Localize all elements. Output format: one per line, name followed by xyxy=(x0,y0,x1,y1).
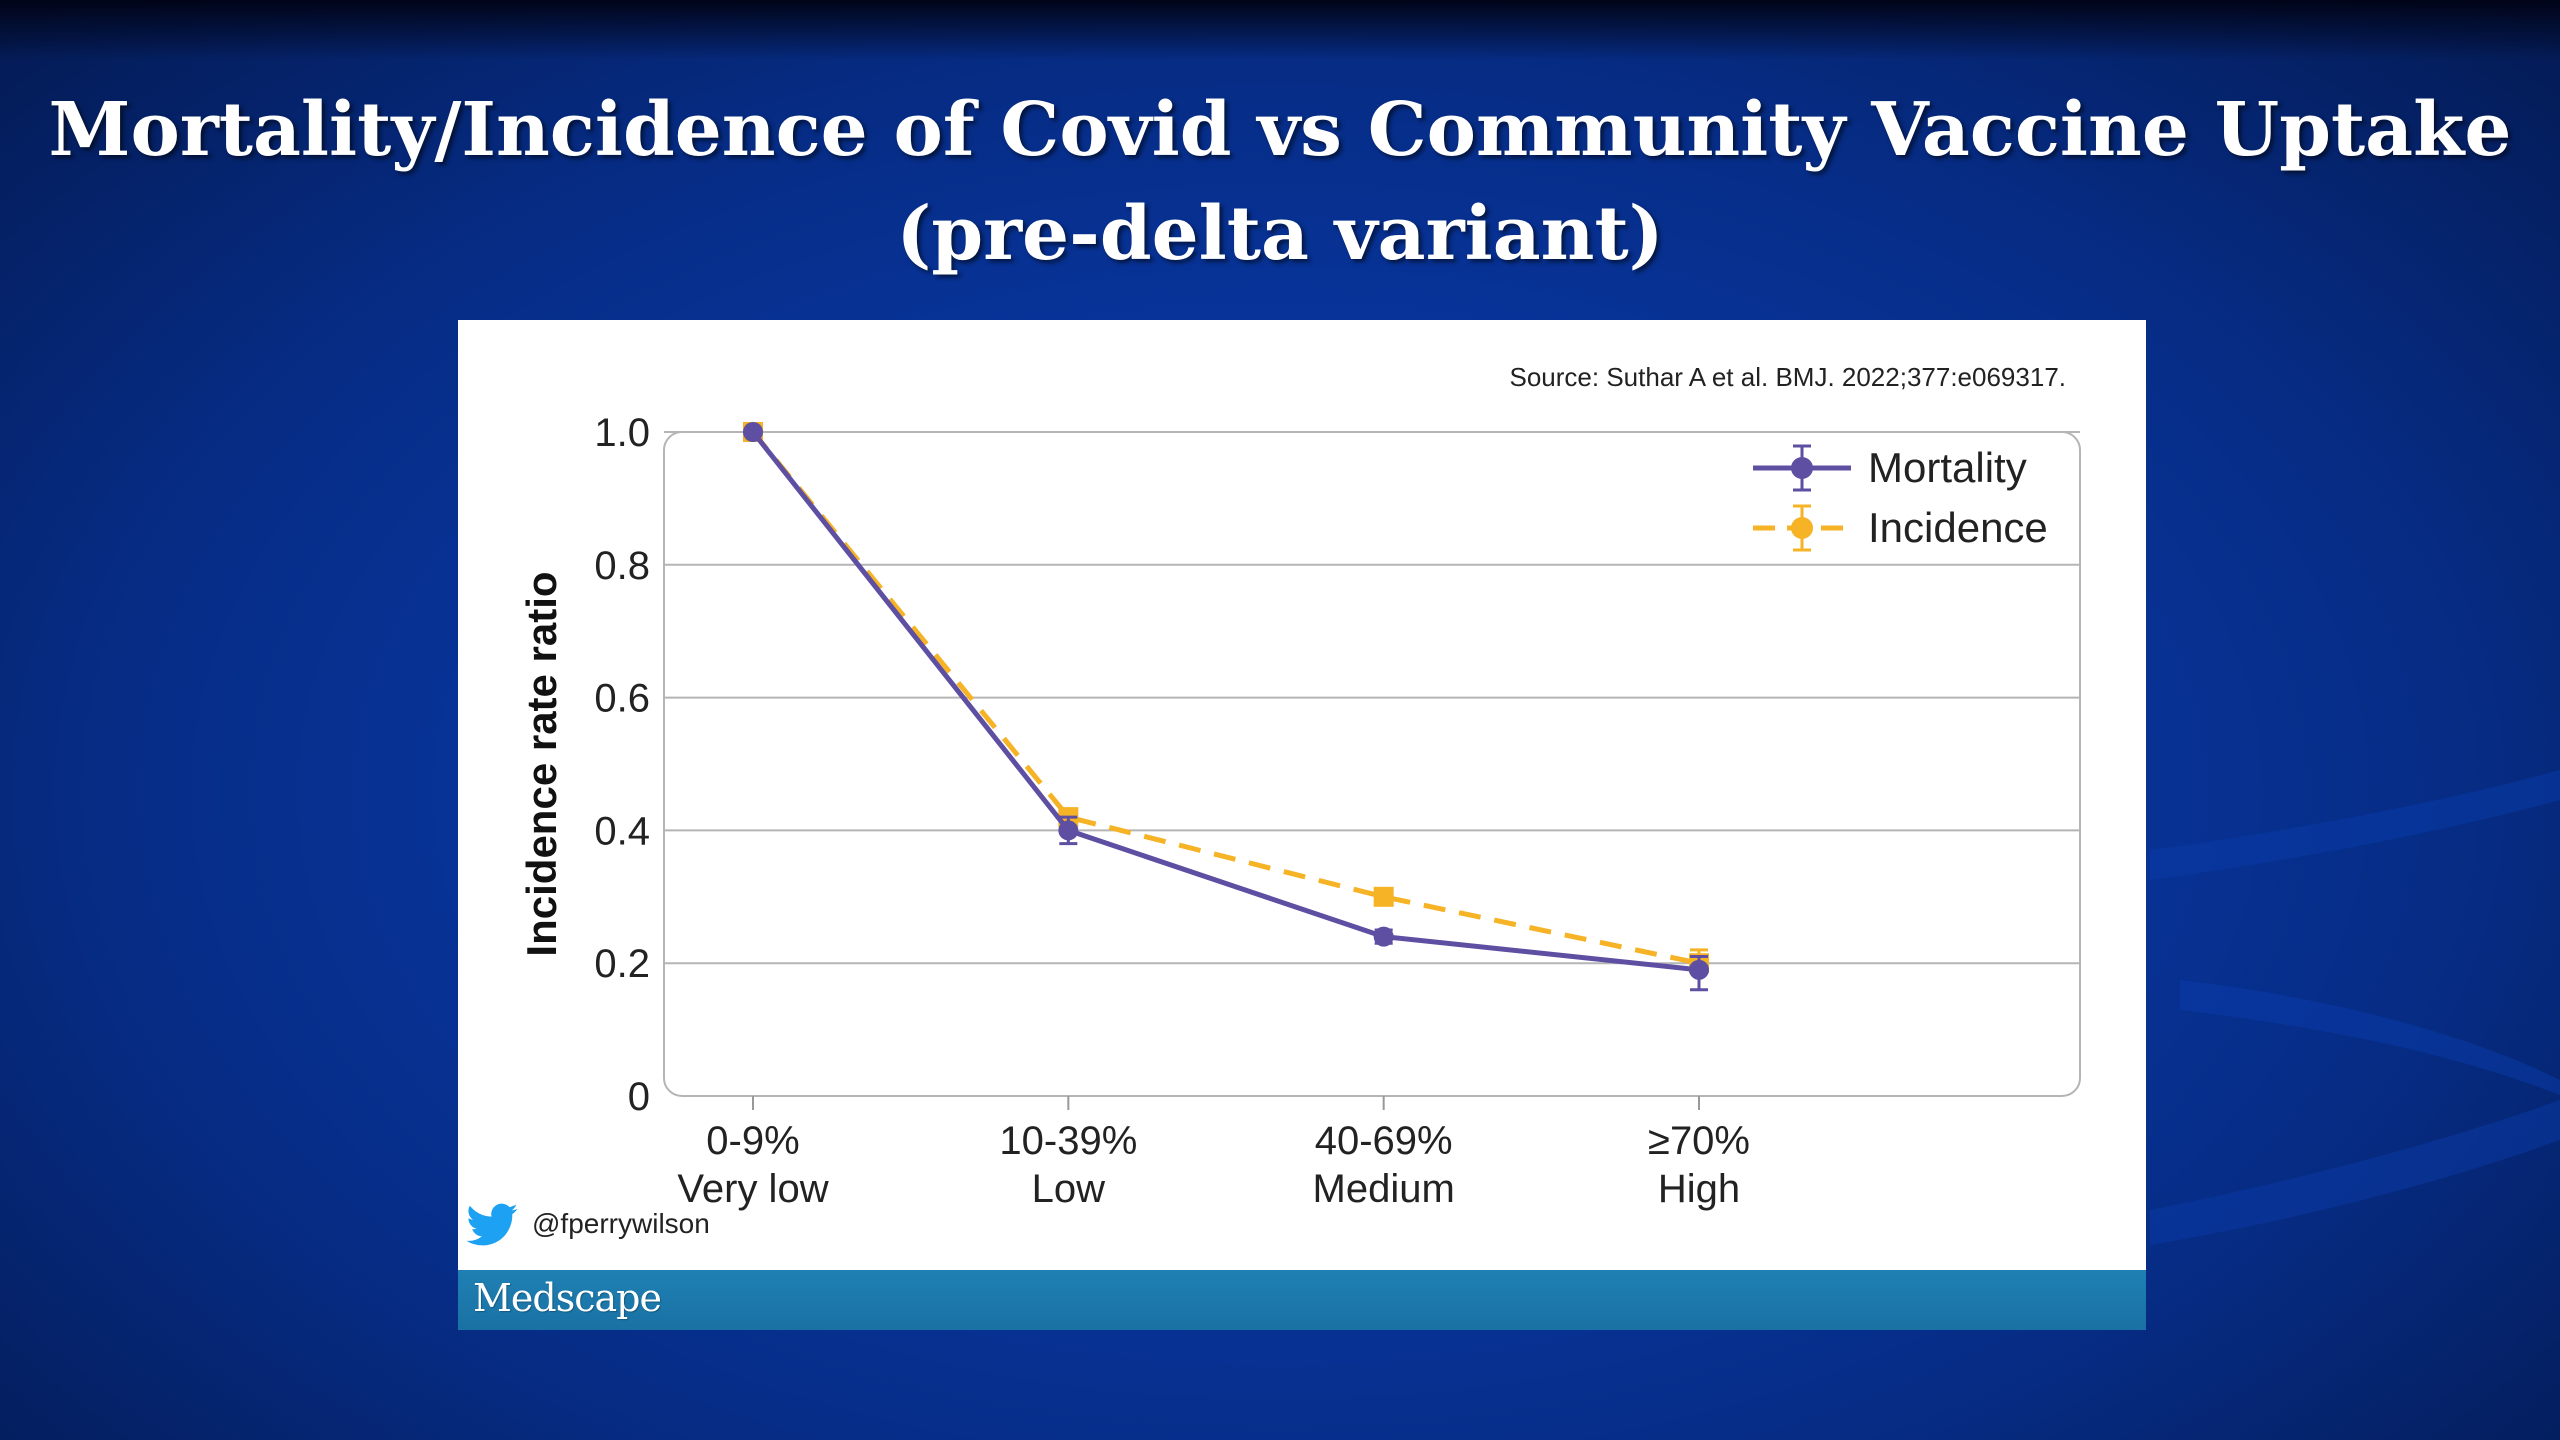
x-tick-label: Low xyxy=(1032,1167,1105,1211)
y-tick-label: 0.8 xyxy=(594,544,650,588)
data-point xyxy=(1689,959,1709,980)
data-point xyxy=(1373,926,1394,947)
y-axis-label: Incidence rate ratio xyxy=(518,571,565,956)
series-line-mortality xyxy=(751,430,1700,973)
y-tick-label: 0.6 xyxy=(594,677,650,721)
series-line-incidence xyxy=(751,430,1700,966)
y-tick-label: 0.4 xyxy=(594,809,650,853)
slide-title-line1: Mortality/Incidence of Covid vs Communit… xyxy=(48,87,2512,173)
x-tick-label: Very low xyxy=(677,1167,828,1211)
slide-title: Mortality/Incidence of Covid vs Communit… xyxy=(0,78,2560,286)
source-citation: Source: Suthar A et al. BMJ. 2022;377:e0… xyxy=(1509,362,2067,392)
footer-bar: Medscape xyxy=(458,1270,2146,1330)
line-chart: 0 0.2 0.4 0.6 0.8 1.0 Incidence rate ratio 0-9%… xyxy=(518,411,2081,1211)
x-tick-label: High xyxy=(1658,1167,1740,1211)
legend-marker xyxy=(1791,457,1813,479)
data-point xyxy=(743,422,763,442)
x-tick-label: ≥70% xyxy=(1648,1119,1750,1163)
plot-frame xyxy=(663,431,2081,1097)
x-tick-label: 40-69% xyxy=(1315,1119,1453,1163)
medscape-logo: Medscape xyxy=(473,1276,662,1320)
legend-marker xyxy=(1791,517,1813,539)
x-tick-label: 10-39% xyxy=(999,1119,1137,1163)
chart-panel: Source: Suthar A et al. BMJ. 2022;377:e0… xyxy=(458,320,2146,1270)
slide-title-line2: (pre-delta variant) xyxy=(896,191,1664,277)
data-point xyxy=(1373,886,1394,907)
y-tick-label: 0 xyxy=(628,1075,650,1119)
legend-label: Incidence xyxy=(1868,504,2048,551)
data-point xyxy=(1058,820,1079,841)
legend-label: Mortality xyxy=(1868,444,2027,491)
y-tick-label: 0.2 xyxy=(594,942,650,986)
x-tick-label: Medium xyxy=(1313,1167,1455,1211)
twitter-bird-icon xyxy=(466,1203,518,1246)
y-tick-label: 1.0 xyxy=(594,411,650,455)
x-tick-label: 0-9% xyxy=(706,1119,799,1163)
twitter-handle: @fperrywilson xyxy=(532,1208,710,1239)
slide-top-shade xyxy=(0,0,2560,60)
